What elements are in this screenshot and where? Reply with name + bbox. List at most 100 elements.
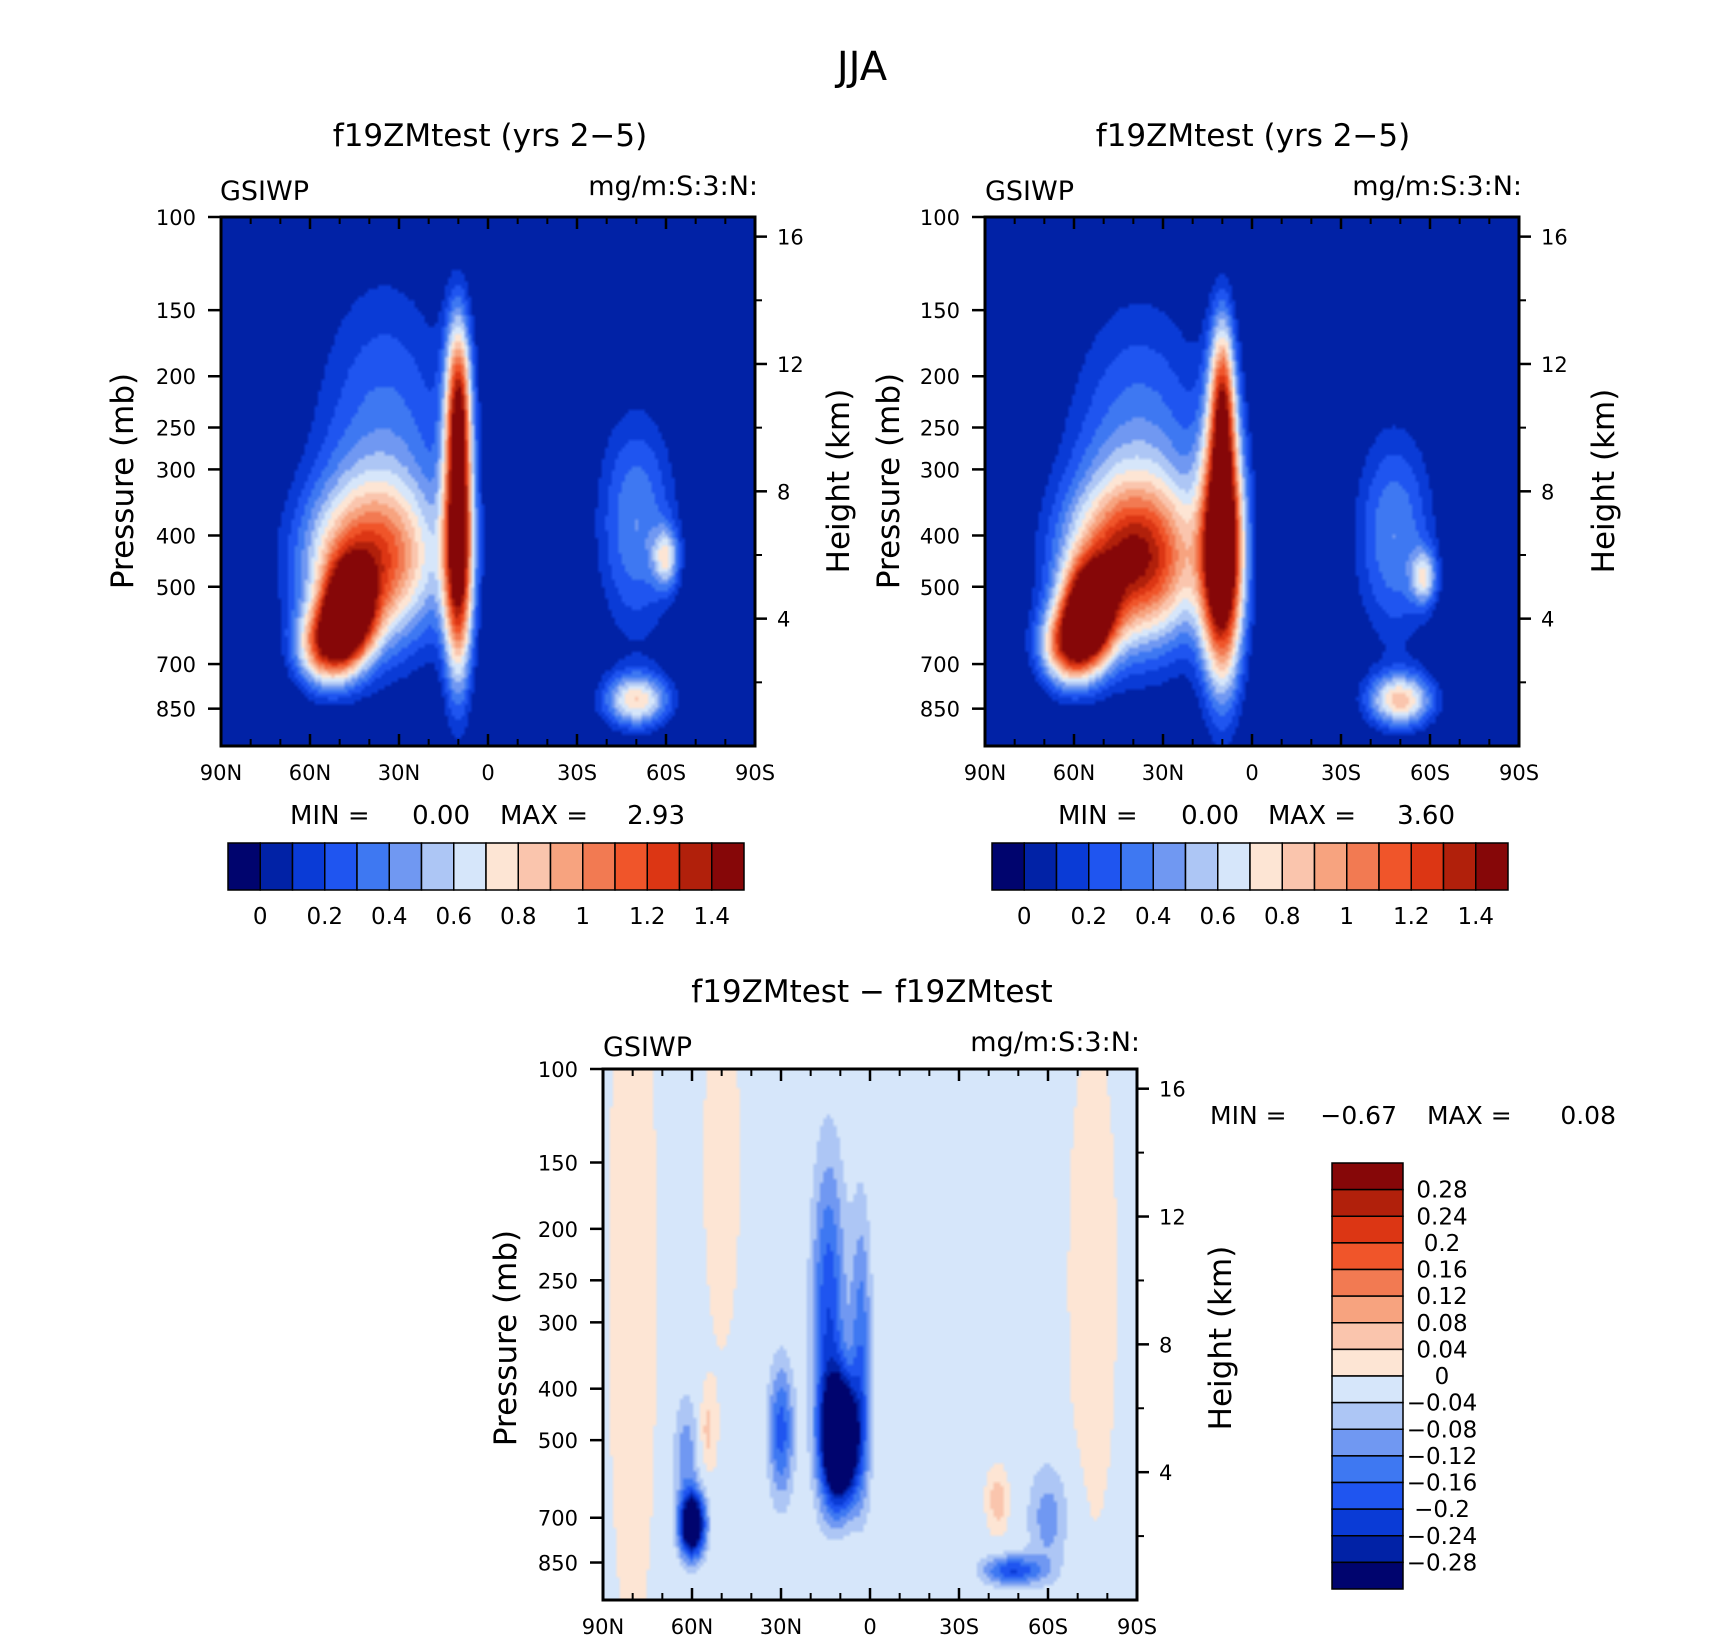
y-axis-label: Pressure (mb) (105, 373, 141, 589)
colorbar-swatch (1331, 1508, 1404, 1537)
min-value: 0.00 (1181, 801, 1239, 831)
colorbar-swatch (356, 842, 390, 891)
colorbar-swatch (582, 842, 616, 891)
x-tick-label: 30N (378, 761, 420, 785)
y-tick-label: 500 (538, 1429, 578, 1453)
y-tick-label: 300 (920, 458, 960, 482)
y-axis-label-right: Height (km) (1586, 389, 1622, 574)
x-tick-label: 60N (289, 761, 331, 785)
y-right-tick-label: 8 (1541, 480, 1554, 504)
colorbar-swatch (1152, 842, 1187, 891)
colorbar-swatch (1331, 1401, 1404, 1430)
y-tick-label: 700 (538, 1507, 578, 1531)
y-tick-label: 500 (920, 576, 960, 600)
y-right-tick-label: 12 (1159, 1206, 1186, 1230)
x-tick-label: 60S (1028, 1615, 1068, 1639)
colorbar-label: 1.4 (1457, 904, 1494, 930)
colorbar-label: −0.24 (1407, 1524, 1477, 1550)
y-tick-label: 150 (538, 1152, 578, 1176)
panel-title: f19ZMtest − f19ZMtest (691, 974, 1052, 1010)
colorbar-label: 1.2 (629, 904, 666, 930)
colorbar-swatch (549, 842, 584, 891)
units-label: mg/m:S:3:N: (1352, 171, 1522, 202)
colorbar-label: 0.24 (1416, 1204, 1467, 1230)
x-tick-label: 0 (481, 761, 494, 785)
y-axis-label: Pressure (mb) (871, 373, 907, 589)
colorbar-swatch (1281, 842, 1316, 891)
variable-label: GSIWP (603, 1032, 692, 1063)
x-tick-label: 90N (582, 1615, 624, 1639)
colorbar-swatch (1055, 842, 1090, 891)
colorbar-label: 1 (575, 904, 590, 930)
colorbar-label: −0.2 (1414, 1497, 1470, 1523)
colorbar-swatch (485, 842, 519, 891)
y-axis-label-right: Height (km) (1203, 1246, 1239, 1431)
x-tick-label: 0 (863, 1615, 876, 1639)
x-tick-label: 90S (1117, 1615, 1157, 1639)
y-right-tick-label: 12 (1541, 353, 1568, 377)
colorbar-swatch (1331, 1428, 1404, 1457)
colorbar-swatch (1331, 1535, 1404, 1564)
colorbar-swatch (1313, 842, 1348, 891)
y-tick-label: 100 (156, 206, 196, 230)
y-tick-label: 400 (920, 524, 960, 548)
y-tick-label: 250 (156, 417, 196, 441)
y-tick-label: 850 (538, 1552, 578, 1576)
y-tick-label: 400 (156, 524, 196, 548)
colorbar-label: −0.04 (1407, 1391, 1477, 1417)
colorbar-swatch (646, 842, 681, 891)
colorbar-swatch (1023, 842, 1058, 891)
colorbar-swatch (1331, 1561, 1404, 1590)
max-label: MAX = (1427, 1101, 1512, 1130)
colorbar-swatch (1331, 1215, 1404, 1244)
colorbar-swatch (1217, 842, 1251, 891)
colorbar-label: 1 (1339, 904, 1354, 930)
colorbar-swatch (453, 842, 487, 891)
colorbar-swatch (1088, 842, 1122, 891)
y-tick-label: 400 (538, 1378, 578, 1402)
colorbar-label: −0.08 (1407, 1417, 1477, 1443)
colorbar-swatch (1331, 1295, 1404, 1324)
y-tick-label: 300 (538, 1311, 578, 1335)
y-right-tick-label: 16 (777, 226, 804, 250)
colorbar-swatch (1184, 842, 1219, 891)
x-tick-label: 30N (1142, 761, 1184, 785)
colorbar-label: 0.12 (1416, 1284, 1467, 1310)
colorbar-swatch (420, 842, 455, 891)
y-right-tick-label: 4 (777, 608, 790, 632)
y-tick-label: 700 (156, 653, 196, 677)
colorbar-swatch (259, 842, 294, 891)
contour-field (221, 217, 755, 746)
y-right-tick-label: 12 (777, 353, 804, 377)
colorbar-label: 0 (1017, 904, 1032, 930)
max-value: 3.60 (1397, 801, 1455, 831)
max-label: MAX = (500, 801, 588, 831)
colorbar-swatch (1346, 842, 1380, 891)
max-value: 2.93 (627, 801, 685, 831)
x-tick-label: 30S (557, 761, 597, 785)
y-tick-label: 250 (538, 1269, 578, 1293)
contour-field (603, 1069, 1137, 1600)
y-tick-label: 200 (538, 1218, 578, 1242)
colorbar-label: 0.6 (435, 904, 472, 930)
min-label: MIN = (290, 801, 370, 831)
figure-title: JJA (834, 44, 888, 90)
panel-top-left: f19ZMtest (yrs 2−5) GSIWP mg/m:S:3:N: 90… (105, 118, 857, 930)
min-value: 0.00 (412, 801, 470, 831)
y-right-tick-label: 4 (1159, 1461, 1172, 1485)
contour-plot: 90N 60N 30N 0 30S 60S 90S 100 150 200 250 300 400 500… (156, 206, 804, 785)
colorbar-label: 1.4 (693, 904, 730, 930)
colorbar-label: 0.6 (1199, 904, 1236, 930)
panel-title: f19ZMtest (yrs 2−5) (1096, 118, 1410, 154)
colorbar-swatch (1378, 842, 1412, 891)
colorbar-label: −0.16 (1407, 1471, 1477, 1497)
max-value: 0.08 (1560, 1101, 1616, 1130)
min-value: −0.67 (1320, 1101, 1397, 1130)
colorbar: 0 0.2 0.4 0.6 0.8 1 1.2 1.4 (991, 842, 1509, 930)
x-tick-label: 60S (1410, 761, 1450, 785)
panel-top-right: f19ZMtest (yrs 2−5) GSIWP mg/m:S:3:N: 90… (871, 118, 1622, 930)
max-label: MAX = (1268, 801, 1356, 831)
x-tick-label: 90S (735, 761, 775, 785)
colorbar-label: 0.08 (1416, 1311, 1467, 1337)
y-tick-label: 850 (920, 698, 960, 722)
